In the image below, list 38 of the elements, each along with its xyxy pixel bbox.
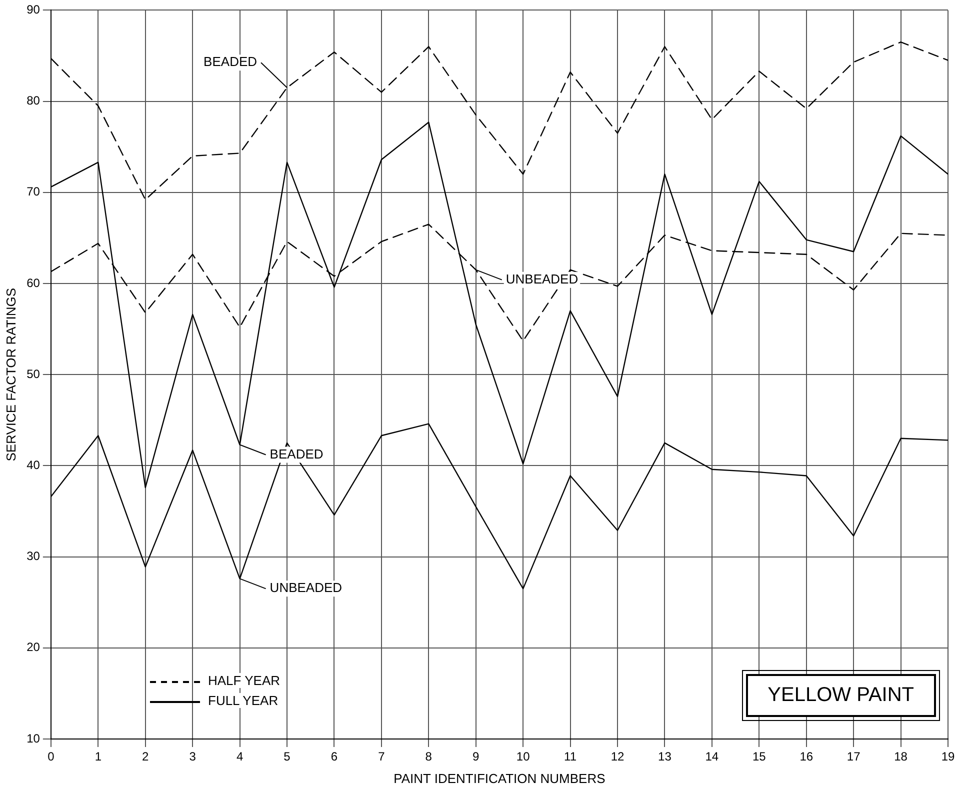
y-tick-label: 10 — [26, 731, 40, 746]
y-tick-label: 60 — [26, 276, 40, 290]
x-tick-label: 6 — [330, 750, 338, 764]
annotation: HALF YEAR — [208, 673, 280, 688]
annotation: BEADED — [270, 446, 324, 462]
y-tick-label: 90 — [26, 2, 40, 17]
y-tick-label: 50 — [26, 366, 40, 381]
x-tick-label: 4 — [236, 750, 244, 764]
y-tick-label: 80 — [26, 94, 40, 108]
x-tick-label: 5 — [284, 750, 291, 764]
x-tick-label: 2 — [142, 750, 150, 764]
x-tick-label: 3 — [189, 750, 196, 764]
x-tick-label: 7 — [378, 750, 386, 764]
x-tick-label: 10 — [516, 750, 530, 764]
y-tick-label: 40 — [26, 458, 40, 472]
y-axis-title: SERVICE FACTOR RATINGS — [3, 288, 18, 462]
x-tick-label: 13 — [658, 750, 672, 764]
y-tick-label: 30 — [26, 549, 40, 564]
x-tick-label: 0 — [48, 750, 55, 764]
x-axis-title: PAINT IDENTIFICATION NUMBERS — [394, 770, 606, 786]
x-tick-label: 17 — [846, 750, 861, 764]
annotation: FULL YEAR — [208, 693, 278, 708]
x-tick-label: 1 — [94, 750, 102, 764]
annotation: UNBEADED — [506, 271, 578, 286]
y-tick-label: 20 — [26, 640, 40, 654]
x-tick-label: 14 — [705, 750, 719, 764]
x-tick-label: 12 — [610, 750, 624, 764]
x-tick-label: 18 — [894, 750, 908, 764]
x-tick-label: 11 — [564, 750, 577, 764]
x-tick-label: 16 — [800, 750, 814, 764]
x-tick-label: 15 — [752, 750, 766, 764]
x-tick-label: 9 — [472, 750, 480, 764]
annotation: UNBEADED — [270, 580, 342, 596]
text: YELLOW PAINT — [746, 674, 936, 717]
y-tick-label: 70 — [26, 184, 40, 199]
x-tick-label: 8 — [425, 750, 432, 764]
annotation: BEADED — [204, 54, 258, 70]
x-tick-label: 19 — [941, 750, 955, 764]
